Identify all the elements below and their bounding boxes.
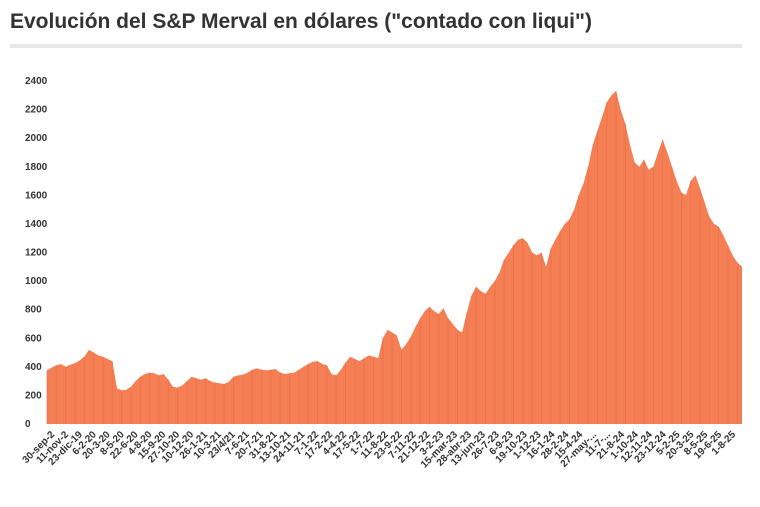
title-divider: [10, 44, 742, 48]
y-axis: 0 200 400 600 800 1000 1200 1400 1600 1800 2000 220…: [25, 76, 48, 430]
y-tick-label: 1800: [25, 162, 48, 173]
y-tick-label: 800: [25, 305, 42, 316]
y-tick-label: 200: [25, 390, 42, 401]
chart-title: Evolución del S&P Merval en dólares ("co…: [10, 10, 592, 33]
y-tick-label: 600: [25, 333, 42, 344]
y-tick-label: 400: [25, 362, 42, 373]
y-tick-label: 1400: [25, 219, 48, 230]
y-tick-label: 0: [25, 419, 31, 430]
series-area: [47, 91, 742, 424]
y-tick-label: 2200: [25, 105, 48, 116]
y-tick-label: 2400: [25, 76, 48, 87]
y-tick-label: 1000: [25, 276, 48, 287]
plot-area: [46, 91, 742, 424]
y-tick-label: 2000: [25, 133, 48, 144]
y-tick-label: 1200: [25, 248, 48, 259]
x-axis: 30-sep-211-nov-223-dic-196-2-2020-3-208-…: [21, 429, 739, 471]
y-tick-label: 1600: [25, 190, 48, 201]
